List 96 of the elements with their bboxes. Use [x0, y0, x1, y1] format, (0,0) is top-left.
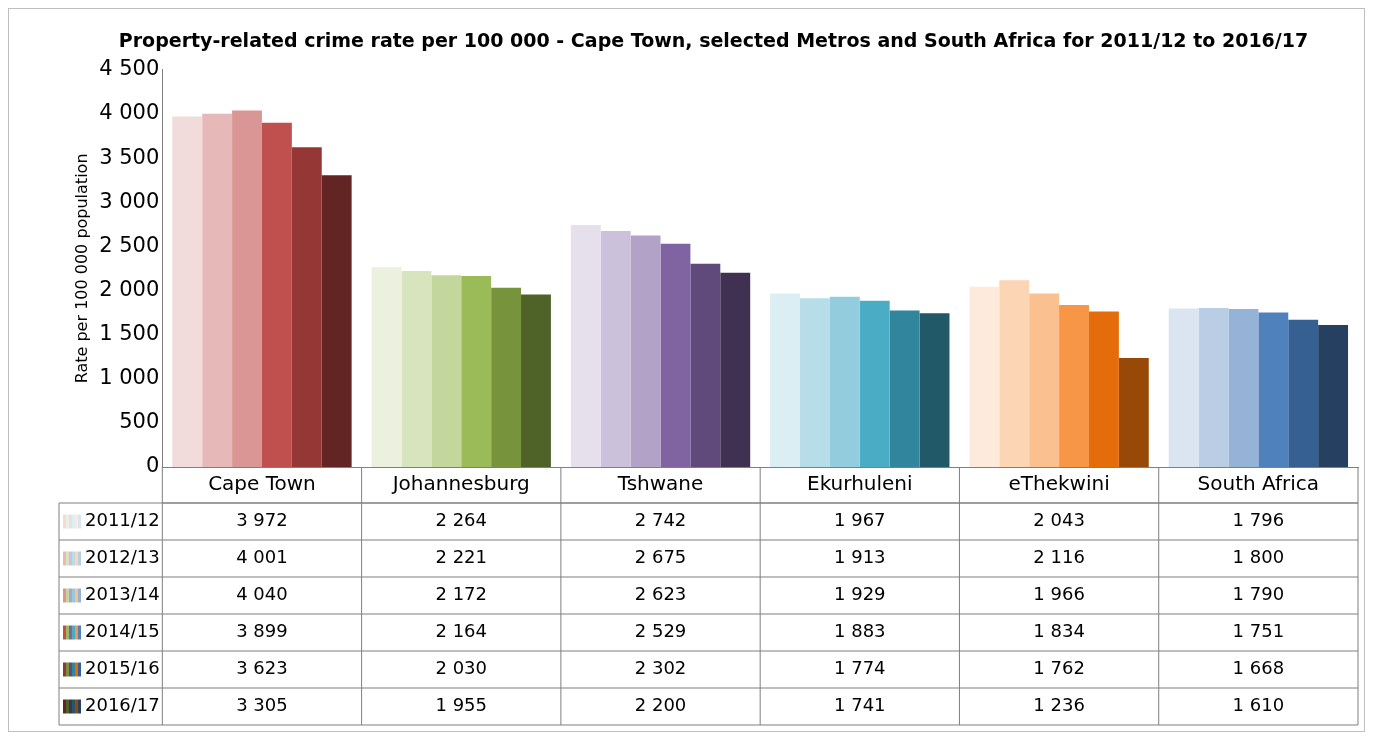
- bar: [999, 280, 1030, 467]
- data-label: 2 221: [435, 546, 487, 568]
- legend-label: 2012/13: [85, 546, 160, 568]
- bar: [690, 263, 721, 467]
- bar: [1228, 309, 1259, 467]
- bar: [800, 298, 830, 467]
- data-label: 2 623: [634, 583, 687, 605]
- y-tick-label: 500: [119, 409, 160, 434]
- data-label: 2 302: [634, 657, 687, 679]
- bar: [919, 313, 950, 467]
- bar: [291, 147, 322, 467]
- data-label: 1 668: [1232, 657, 1285, 679]
- y-axis-title: Rate per 100 000 population: [71, 153, 91, 384]
- data-label: 1 834: [1033, 620, 1085, 642]
- y-tick-label: 3 000: [99, 188, 160, 213]
- data-label: 2 200: [634, 694, 687, 716]
- data-label: 1 741: [834, 694, 886, 716]
- data-label: 1 610: [1232, 694, 1285, 716]
- x-tick-label: South Africa: [1197, 471, 1320, 496]
- data-label: 1 790: [1232, 583, 1285, 605]
- bar: [491, 287, 522, 467]
- data-label: 1 800: [1232, 546, 1285, 568]
- data-label: 3 305: [236, 694, 288, 716]
- data-label: 1 883: [834, 620, 886, 642]
- bar: [1059, 305, 1089, 467]
- y-tick-label: 1 000: [99, 365, 160, 390]
- bar: [1118, 357, 1149, 467]
- bar: [261, 122, 292, 467]
- bar: [1168, 308, 1199, 467]
- bar: [1088, 311, 1119, 467]
- bar: [321, 175, 352, 467]
- data-label: 1 774: [834, 657, 886, 679]
- bar: [859, 300, 890, 467]
- data-label: 1 236: [1033, 694, 1085, 716]
- data-label: 1 966: [1033, 583, 1085, 605]
- bar: [889, 310, 920, 467]
- y-tick-label: 2 500: [99, 232, 160, 257]
- bar: [1198, 308, 1229, 467]
- data-label: 1 967: [834, 509, 886, 531]
- data-label: 3 972: [236, 509, 288, 531]
- data-label: 1 955: [435, 694, 487, 716]
- x-tick-label: eThekwini: [1008, 471, 1110, 496]
- data-label: 2 675: [634, 546, 687, 568]
- y-tick-label: 0: [145, 453, 160, 478]
- legend-label: 2015/16: [85, 657, 160, 679]
- data-label: 1 913: [834, 546, 886, 568]
- data-label: 2 030: [435, 657, 487, 679]
- bar: [202, 113, 233, 467]
- bar: [1029, 293, 1060, 467]
- bar: [770, 293, 801, 467]
- y-tick-label: 1 500: [99, 321, 160, 346]
- bar: [660, 243, 691, 467]
- bar: [1258, 312, 1289, 467]
- bar: [969, 286, 1000, 467]
- data-label: 4 001: [236, 546, 288, 568]
- x-tick-label: Cape Town: [208, 471, 316, 496]
- data-label: 2 264: [435, 509, 487, 531]
- data-label: 2 529: [634, 620, 687, 642]
- data-label: 2 742: [634, 509, 687, 531]
- bar: [431, 275, 462, 467]
- chart-title: Property-related crime rate per 100 000 - Cape Town, selected Metros and South Africa for 2011/12 to 2016/17: [118, 29, 1309, 52]
- data-label: 2 116: [1033, 546, 1085, 568]
- bar: [570, 224, 601, 467]
- bar: [371, 267, 402, 467]
- bar: [630, 235, 661, 467]
- x-tick-label: Johannesburg: [390, 471, 530, 496]
- data-label: 1 751: [1232, 620, 1285, 642]
- bar: [521, 294, 551, 467]
- data-label: 1 929: [834, 583, 886, 605]
- data-label: 2 043: [1033, 509, 1085, 531]
- data-label: 2 164: [435, 620, 487, 642]
- x-tick-label: Ekurhuleni: [806, 471, 913, 496]
- bar: [401, 270, 432, 467]
- y-tick-label: 4 500: [99, 56, 160, 81]
- data-label: 2 172: [435, 583, 487, 605]
- y-tick-label: 4 000: [99, 100, 160, 125]
- data-label: 1 762: [1033, 657, 1085, 679]
- bar: [1318, 324, 1349, 467]
- legend-label: 2013/14: [85, 583, 160, 605]
- y-tick-label: 3 500: [99, 144, 160, 169]
- data-label: 1 796: [1232, 509, 1285, 531]
- bar: [829, 296, 860, 467]
- data-label: 4 040: [236, 583, 288, 605]
- x-tick-label: Tshwane: [616, 471, 704, 496]
- bar: [461, 275, 492, 467]
- y-tick-label: 2 000: [99, 276, 160, 301]
- data-label: 3 899: [236, 620, 288, 642]
- bar: [1288, 319, 1319, 467]
- legend-label: 2016/17: [85, 694, 160, 716]
- bar: [720, 272, 751, 467]
- bar: [600, 230, 631, 467]
- bar: [172, 116, 203, 467]
- bar: [232, 110, 262, 467]
- legend-label: 2014/15: [85, 620, 160, 642]
- legend-label: 2011/12: [85, 509, 160, 531]
- data-label: 3 623: [236, 657, 288, 679]
